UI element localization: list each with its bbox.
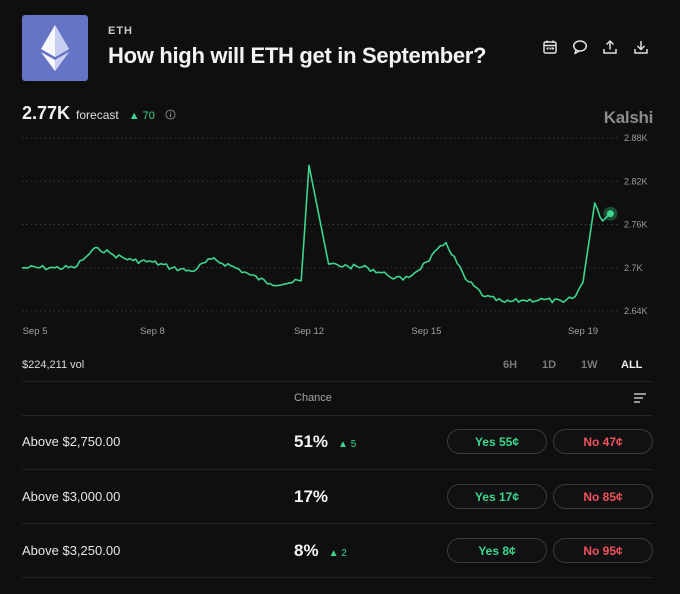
divider [22, 469, 653, 470]
range-all-button[interactable]: ALL [621, 359, 643, 371]
buy-yes-button[interactable]: Yes 8¢ [447, 538, 547, 563]
divider [22, 577, 653, 578]
chance-column-header: Chance [294, 392, 332, 404]
y-tick-label: 2.7K [624, 263, 643, 273]
eth-logo [22, 15, 88, 81]
outcome-label: Above $3,000.00 [22, 489, 121, 504]
calendar-icon[interactable] [541, 38, 559, 56]
sort-icon[interactable] [633, 392, 647, 404]
brand-watermark: Kalshi [603, 108, 654, 127]
outcome-label: Above $3,250.00 [22, 543, 121, 558]
buy-no-button[interactable]: No 85¢ [553, 484, 653, 509]
series-line [21, 164, 611, 304]
divider [22, 415, 653, 416]
forecast-delta: ▲ 70 [128, 110, 155, 122]
buy-no-button[interactable]: No 95¢ [553, 538, 653, 563]
chance-value: 8% [294, 541, 319, 560]
buy-yes-button[interactable]: Yes 17¢ [447, 484, 547, 509]
share-icon[interactable] [601, 38, 619, 56]
divider [22, 381, 653, 382]
x-tick-label: Sep 12 [294, 326, 324, 337]
ethereum-icon [41, 25, 69, 71]
buy-no-button[interactable]: No 47¢ [553, 429, 653, 454]
buy-yes-button[interactable]: Yes 55¢ [447, 429, 547, 454]
chance-delta: ▲ 2 [328, 548, 347, 559]
chance-value: 51% [294, 432, 329, 451]
outcome-label: Above $2,750.00 [22, 434, 121, 449]
page-title: How high will ETH get in September? [108, 43, 487, 68]
download-icon[interactable] [632, 38, 650, 56]
forecast-label: forecast [76, 108, 119, 122]
y-tick-label: 2.82K [624, 176, 648, 186]
outcome-chance: 51% ▲ 5 [294, 432, 356, 452]
forecast-value: 2.77K [22, 103, 71, 123]
endpoint-dot [606, 210, 614, 218]
outcome-chance: 8% ▲ 2 [294, 541, 347, 561]
x-tick-label: Sep 15 [411, 326, 441, 337]
x-tick-label: Sep 19 [568, 326, 598, 337]
comment-icon[interactable] [571, 38, 589, 56]
x-tick-label: Sep 5 [23, 326, 48, 337]
range-6h-button[interactable]: 6H [503, 359, 518, 371]
forecast-summary: 2.77K forecast ▲ 70 [22, 103, 176, 124]
range-1w-button[interactable]: 1W [581, 359, 598, 371]
outcome-chance: 17% [294, 487, 338, 507]
chance-delta: ▲ 5 [338, 439, 357, 450]
y-tick-label: 2.76K [624, 220, 648, 230]
price-chart[interactable]: 2.88K 2.82K 2.76K 2.7K 2.64K Sep 5 Sep 8 Sep 1… [0, 128, 680, 343]
info-icon[interactable] [165, 109, 176, 120]
y-tick-label: 2.88K [624, 133, 648, 143]
x-tick-label: Sep 8 [140, 326, 165, 337]
range-1d-button[interactable]: 1D [542, 359, 557, 371]
market-ticker: ETH [108, 25, 133, 37]
divider [22, 523, 653, 524]
y-tick-label: 2.64K [624, 306, 648, 316]
chance-value: 17% [294, 487, 329, 506]
volume-label: $224,211 vol [22, 359, 85, 371]
